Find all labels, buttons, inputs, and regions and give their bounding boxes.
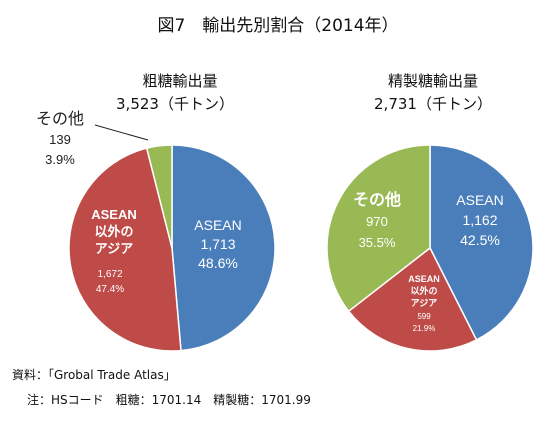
- slice-percent: 35.5%: [359, 235, 396, 250]
- pie-title: 粗糖輸出量: [142, 72, 217, 90]
- pie-slice: [68, 147, 182, 352]
- pie-slice: [171, 144, 276, 352]
- pie-subtitle: 2,731（千トン）: [374, 95, 492, 113]
- slice-label: アジア: [95, 241, 133, 256]
- slice-label: ASEAN: [91, 207, 137, 222]
- pie-labels: ASEAN1,16242.5%ASEAN以外のアジア59921.9%その他970…: [353, 190, 504, 333]
- pie-slice: [429, 144, 534, 341]
- slice-value: 1,672: [97, 269, 122, 280]
- slice-label: ASEAN: [456, 192, 503, 208]
- slice-label: その他: [36, 110, 84, 128]
- slice-value: 970: [366, 214, 388, 229]
- pie-subtitle: 3,523（千トン）: [116, 95, 234, 113]
- slice-value: 1,162: [462, 212, 497, 228]
- pie-slice: [326, 144, 431, 313]
- slice-percent: 21.9%: [413, 324, 436, 333]
- slice-value: 599: [417, 312, 431, 321]
- figure-title: 図7 輸出先別割合（2014年）: [157, 16, 398, 36]
- slice-value: 1,713: [200, 236, 235, 252]
- source-note: 資料：「Grobal Trade Atlas」: [12, 368, 176, 382]
- pie-title: 精製糖輸出量: [388, 72, 478, 90]
- slice-label: その他: [353, 190, 401, 209]
- slice-label: 以外の: [410, 285, 437, 296]
- pie-raw-sugar: 粗糖輸出量 3,523（千トン） ASEAN 1,713 48.6% ASEAN 以外の…: [36, 72, 276, 352]
- pie-slice: [145, 144, 173, 249]
- slice-label: アジア: [411, 298, 438, 308]
- slice-percent: 3.9%: [45, 152, 75, 167]
- pie-slice: [347, 246, 478, 352]
- hs-code-note: 注：HSコード 粗糖：1701.14 精製糖：1701.99: [27, 393, 311, 407]
- pie-refined-sugar: 精製糖輸出量 2,731（千トン） ASEAN1,16242.5%ASEAN以外…: [326, 72, 534, 352]
- slice-percent: 47.4%: [96, 284, 124, 295]
- slice-percent: 42.5%: [460, 232, 500, 248]
- pie-slices: [326, 144, 534, 352]
- slice-percent: 48.6%: [198, 255, 238, 271]
- slice-value: 139: [49, 132, 71, 147]
- pie-slices: [68, 144, 276, 352]
- leader-line: [94, 124, 149, 141]
- slice-label: ASEAN: [194, 217, 241, 233]
- slice-label: ASEAN: [408, 274, 440, 284]
- slice-label: 以外の: [94, 224, 133, 239]
